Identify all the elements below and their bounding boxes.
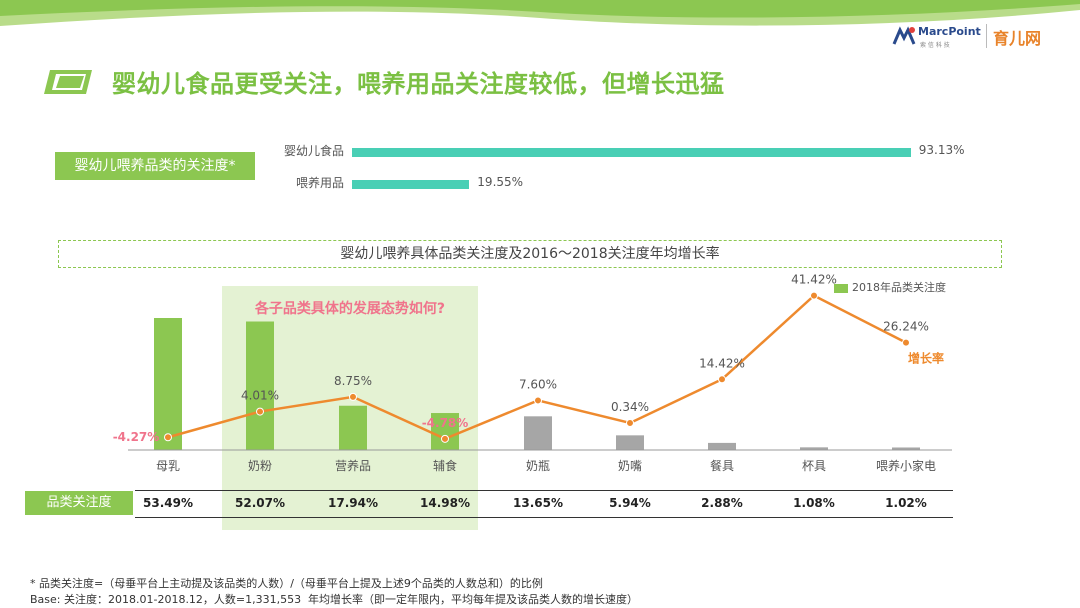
attention-row-label: 品类关注度 <box>25 491 133 515</box>
attention-value: 14.98% <box>420 496 470 510</box>
growth-point <box>441 434 449 443</box>
growth-data-label: 14.42% <box>699 356 745 370</box>
x-tick-label: 母乳 <box>156 459 180 473</box>
row-divider-top <box>135 490 953 491</box>
footnote-definition: * 品类关注度=（母垂平台上主动提及该品类的人数）/（母垂平台上提及上述9个品类… <box>30 577 543 590</box>
attention-value: 1.08% <box>793 496 835 510</box>
legend-swatch <box>834 283 848 293</box>
x-tick-label: 餐具 <box>710 458 734 473</box>
attention-value: 5.94% <box>609 496 651 510</box>
growth-point <box>902 338 910 347</box>
row-divider-bottom <box>135 517 953 518</box>
bar-line-chart: 母乳 奶粉 营养品 辅食 奶瓶 奶嘴 餐具 杯具 喂养小家电 -4.27% 4.01% 8.75% -4… <box>113 273 952 473</box>
attention-value: 1.02% <box>885 496 927 510</box>
page-title: 婴幼儿食品更受关注，喂养用品关注度较低，但增长迅猛 <box>112 70 725 98</box>
chart-subtitle: 婴幼儿喂养具体品类关注度及2016～2018关注度年均增长率 <box>58 240 1002 268</box>
attention-value: 17.94% <box>328 496 378 510</box>
bar <box>800 447 828 450</box>
growth-data-label: 7.60% <box>519 377 557 391</box>
growth-point <box>626 418 634 427</box>
growth-point <box>534 396 542 405</box>
growth-series-label: 增长率 <box>908 351 944 366</box>
growth-data-label: 0.34% <box>611 400 649 414</box>
footnote-growth: 年均增长率（即一定年限内，平均每年提及该品类人数的增长速度） <box>308 593 638 606</box>
bar <box>431 413 459 450</box>
marcpoint-logo-icon <box>892 26 916 45</box>
attention-value: 52.07% <box>235 496 285 510</box>
x-tick-label: 奶瓶 <box>526 459 550 473</box>
hbar <box>352 180 470 189</box>
growth-data-label: -4.78% <box>422 416 469 430</box>
bar <box>246 321 274 450</box>
growth-data-label: 4.01% <box>241 389 279 403</box>
growth-data-label: -4.27% <box>113 430 160 444</box>
growth-point <box>810 291 818 300</box>
growth-point <box>718 375 726 384</box>
x-tick-label: 杯具 <box>802 459 826 473</box>
growth-data-label: 8.75% <box>334 374 372 388</box>
marcpoint-logo-text: MarcPoint <box>918 25 981 38</box>
yuer-logo: 育儿网 <box>993 29 1042 48</box>
bar <box>708 442 736 450</box>
attention-section-label: 婴幼儿喂养品类的关注度* <box>55 152 255 180</box>
bar <box>524 416 552 450</box>
hbar-category-label: 喂养用品 <box>295 176 344 190</box>
x-tick-label: 辅食 <box>433 458 457 473</box>
title-stripe-icon <box>44 70 92 94</box>
hbar-value-label: 19.55% <box>477 175 524 189</box>
x-tick-label: 奶嘴 <box>618 459 642 473</box>
growth-data-label: 41.42% <box>791 273 837 287</box>
footnote-base: Base: 关注度：2018.01-2018.12，人数=1,331,553 <box>30 593 302 606</box>
x-tick-label: 喂养小家电 <box>876 458 936 473</box>
growth-point <box>256 407 264 416</box>
x-tick-label: 营养品 <box>335 458 371 473</box>
x-tick-label: 奶粉 <box>248 459 272 473</box>
attention-value: 13.65% <box>513 496 563 510</box>
bar <box>616 435 644 450</box>
bar <box>892 447 920 450</box>
hbar-category-label: 婴幼儿食品 <box>283 144 344 158</box>
highlight-question: 各子品类具体的发展态势如何? <box>254 301 446 317</box>
growth-point <box>349 392 357 401</box>
growth-data-label: 26.24% <box>883 320 929 334</box>
chart-legend: 2018年品类关注度 <box>834 279 946 295</box>
logo-divider <box>986 24 987 48</box>
growth-point <box>164 433 172 442</box>
legend-label: 2018年品类关注度 <box>852 281 946 294</box>
top-wave-decoration <box>0 0 1080 26</box>
logo-area: MarcPoint 索 信 科 技 育儿网 <box>890 20 1070 54</box>
bar <box>339 405 367 450</box>
bar <box>154 318 182 450</box>
attention-value: 53.49% <box>143 496 193 510</box>
attention-value: 2.88% <box>701 496 743 510</box>
marcpoint-logo-sub: 索 信 科 技 <box>920 42 950 49</box>
hbar <box>352 148 911 157</box>
hbar-value-label: 93.13% <box>918 143 965 157</box>
